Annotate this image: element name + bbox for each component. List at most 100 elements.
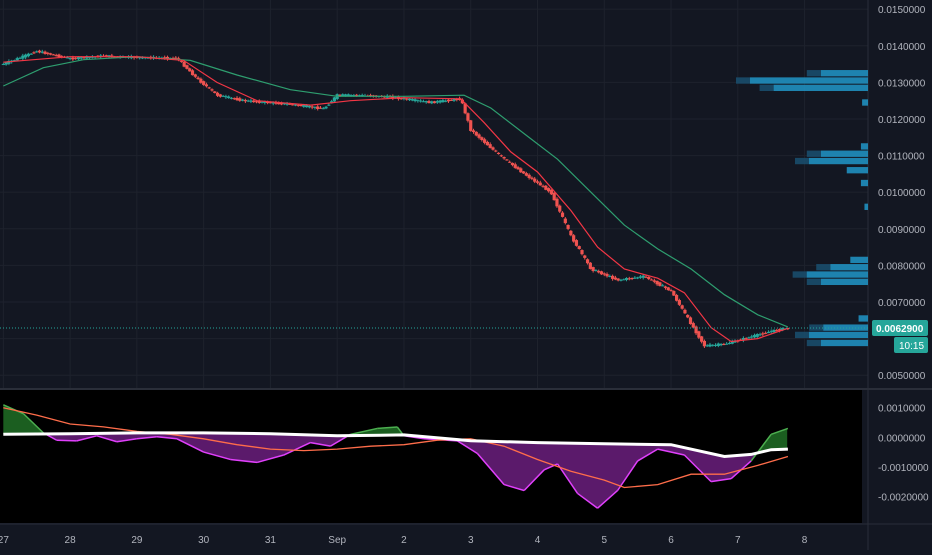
oscillator-histogram-segment <box>116 438 137 443</box>
candle-body <box>346 94 350 97</box>
candle-body <box>444 100 448 102</box>
candle-body <box>343 94 348 96</box>
oscillator-tick-label: 0.0000000 <box>878 433 926 444</box>
candle-body <box>46 52 50 54</box>
candle-body <box>416 100 420 102</box>
volume-profile-bar <box>773 84 868 92</box>
candle-body <box>171 57 175 59</box>
candle-body <box>26 53 30 57</box>
candle-body <box>266 101 270 104</box>
candle-body <box>446 99 451 102</box>
time-tick-label: 4 <box>535 535 541 546</box>
candle-body <box>622 279 626 281</box>
candle-body <box>691 323 695 328</box>
candle-body <box>661 285 665 287</box>
candle-body <box>655 280 659 285</box>
candle-body <box>705 345 709 347</box>
candle-body <box>21 55 25 59</box>
candle-body <box>697 331 701 338</box>
time-tick-label: 28 <box>65 535 77 546</box>
candle-body <box>530 177 534 179</box>
candle-body <box>210 89 214 91</box>
candle-body <box>54 55 58 57</box>
oscillator-tick-label: -0.0020000 <box>878 492 929 503</box>
oscillator-histogram-segment <box>710 477 732 483</box>
candle-body <box>549 189 554 195</box>
candle-body <box>235 97 239 101</box>
price-axis[interactable]: 0.0050000 0.0070000 0.0080000 0.0090000 0.01… <box>878 5 926 382</box>
candle-body <box>51 54 56 56</box>
candle-body <box>438 100 442 103</box>
time-tick-label: 7 <box>735 535 741 546</box>
candle-body <box>271 102 275 104</box>
candle-body <box>104 55 108 57</box>
candle-body <box>599 271 604 275</box>
last-price-label: 0.0062900 <box>876 324 924 335</box>
oscillator-positive-fill <box>3 404 788 457</box>
candle-body <box>566 224 570 229</box>
oscillator-axis[interactable]: -0.0020000 -0.0010000 0.0000000 0.0010000 <box>878 404 929 504</box>
candle-body <box>455 99 459 101</box>
candle-body <box>758 334 762 336</box>
volume-profile-bar <box>864 203 868 210</box>
time-tick-label: Sep <box>328 535 346 546</box>
volume-profile-bar-secondary <box>736 77 750 84</box>
candle-body <box>713 344 718 346</box>
time-tick-label: 30 <box>198 535 210 546</box>
candle-body <box>636 277 640 279</box>
candle-body <box>477 134 481 138</box>
candle-body <box>535 181 540 183</box>
volume-profile-bar-secondary <box>806 278 821 286</box>
candle-body <box>207 87 211 89</box>
time-tick-label: 29 <box>131 535 143 546</box>
volume-profile-bar-secondary <box>806 150 821 157</box>
candle-body <box>32 52 36 54</box>
candle-body <box>232 98 236 100</box>
volume-profile-bar <box>820 278 868 286</box>
candle-body <box>291 104 295 106</box>
candle-body <box>708 344 712 347</box>
candle-body <box>202 81 206 85</box>
volume-profile-bar-secondary <box>806 339 821 347</box>
oscillator-histogram-segment <box>456 440 478 455</box>
candle-body <box>338 95 342 97</box>
candle-body <box>449 99 453 101</box>
candle-body <box>608 275 612 277</box>
candle-body <box>352 95 356 97</box>
candle-body <box>483 139 487 143</box>
candle-body <box>630 277 634 279</box>
time-axis[interactable]: 27 28 29 30 31 Sep 2 3 4 5 6 7 8 <box>0 535 808 546</box>
candle-body <box>23 54 28 58</box>
candle-body <box>466 113 470 121</box>
candle-body <box>744 338 748 340</box>
candle-body <box>424 101 428 103</box>
oscillator-histogram-segment <box>136 435 157 440</box>
candle-body <box>730 340 734 344</box>
volume-profile-bar-secondary <box>759 84 774 92</box>
time-tick-label: 6 <box>668 535 674 546</box>
candle-body <box>49 53 53 55</box>
volume-profile-bar <box>830 264 868 271</box>
candle-body <box>204 84 209 87</box>
oscillator-histogram-segment <box>503 483 525 492</box>
candle-body <box>288 103 292 105</box>
candle-body <box>591 267 595 271</box>
oscillator-histogram-segment <box>176 438 204 453</box>
candle-body <box>711 344 715 346</box>
candle-body <box>460 99 464 104</box>
candle-body <box>741 338 745 341</box>
volume-profile-bar-secondary <box>792 271 807 278</box>
candle-body <box>1 64 5 66</box>
candle-body <box>702 340 707 347</box>
candle-body <box>332 97 337 102</box>
candle-body <box>82 57 86 59</box>
candle-body <box>274 102 278 104</box>
candle-body <box>605 273 609 277</box>
price-tick-label: 0.0120000 <box>878 115 926 126</box>
candle-body <box>683 309 687 314</box>
candle-body <box>310 106 314 108</box>
oscillator-histogram-segment <box>3 404 24 415</box>
candle-body <box>649 279 654 281</box>
